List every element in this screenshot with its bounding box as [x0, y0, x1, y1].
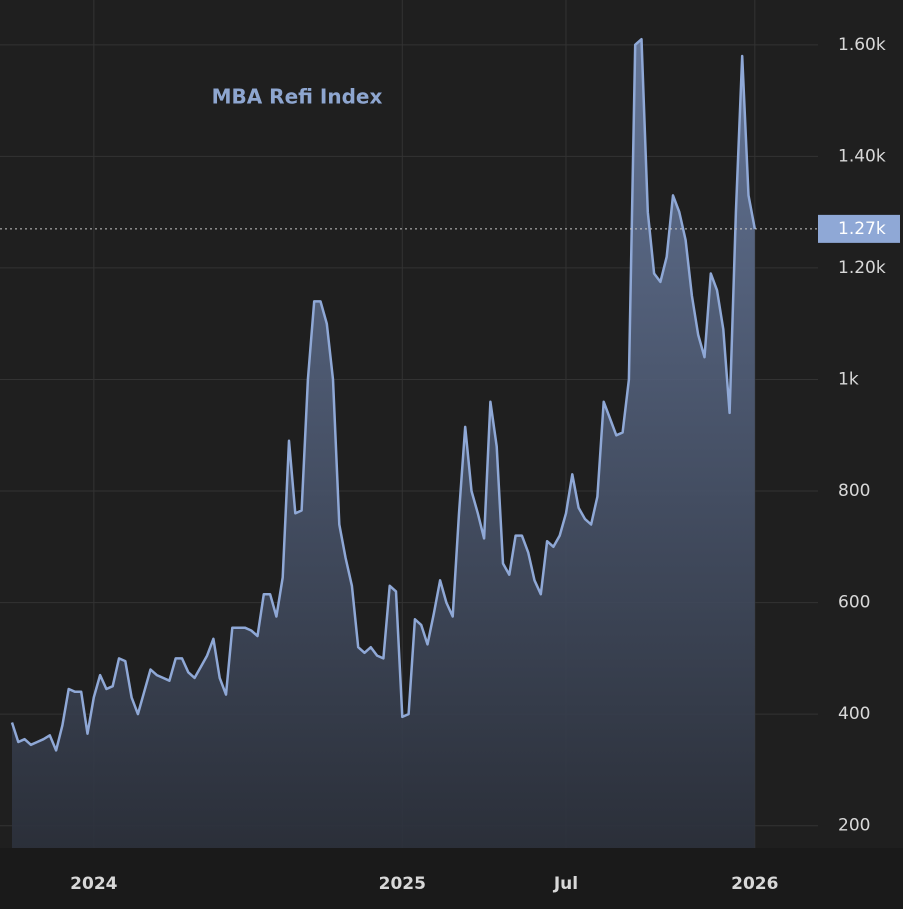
y-tick-label: 800	[838, 481, 870, 501]
y-tick-label: 1.40k	[838, 146, 886, 166]
y-tick-label: 1.60k	[838, 35, 886, 55]
x-axis-band	[0, 848, 903, 909]
line	[10, 37, 757, 752]
last-value-box	[818, 214, 900, 243]
chart-title: MBA Refi Index	[212, 85, 383, 109]
y-tick-label: 200	[838, 816, 870, 836]
plot	[0, 37, 818, 848]
x-tick-label: 2026	[731, 874, 778, 894]
y-tick-label: 600	[838, 593, 870, 613]
x-tick-label: Jul	[553, 874, 578, 894]
y-tick-label: 1.20k	[838, 258, 886, 278]
y-tick-label: 1k	[838, 369, 859, 389]
x-tick-label: 2025	[379, 874, 426, 894]
y-tick-label: 400	[838, 704, 870, 724]
x-tick-label: 2024	[70, 874, 117, 894]
last-value-label: 1.27k	[838, 219, 886, 239]
area	[12, 39, 755, 848]
